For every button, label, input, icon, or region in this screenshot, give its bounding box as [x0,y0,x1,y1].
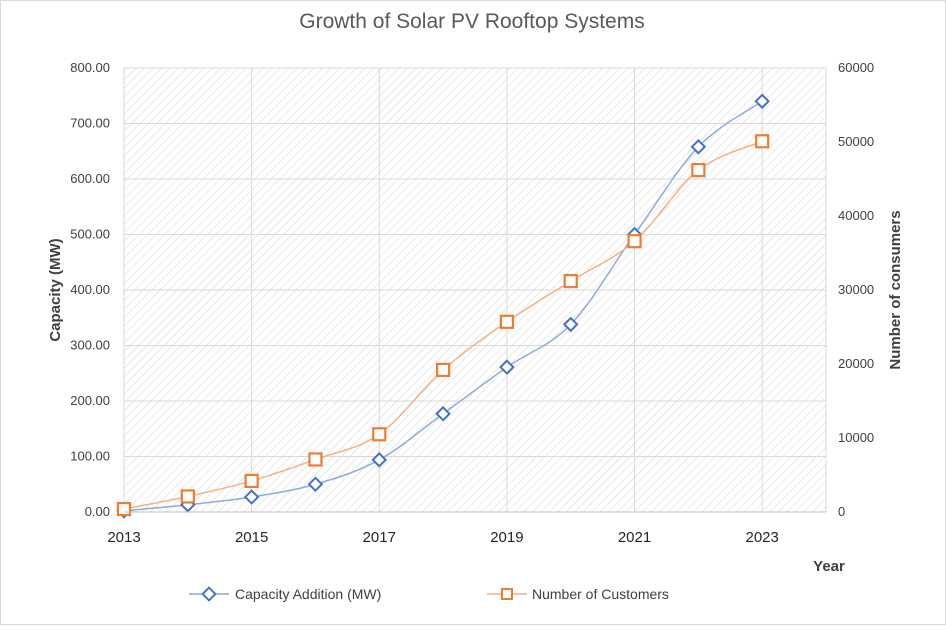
series-layer [116,93,770,519]
x-tick-label: 2019 [490,529,523,546]
data-point-customers [244,473,259,489]
data-point-customers [755,134,770,149]
axes-layer: 0.00 100.00 200.00 300.00 400.00 500.00 600.00… [70,60,874,546]
y-right-tick-label: 30000 [838,282,874,297]
data-point-customers [180,489,195,504]
y-left-tick-label: 400.00 [70,282,110,297]
legend-item-capacity: Capacity Addition (MW) [189,586,381,602]
series-line-0 [123,100,763,512]
data-point-capacity [562,316,579,333]
y-right-tick-label: 50000 [838,134,874,149]
data-point-capacity [307,476,324,493]
legend-item-customers: Number of Customers [487,586,669,602]
data-point-customers [563,274,578,289]
chart-title: Growth of Solar PV Rooftop Systems [299,10,644,33]
x-axis-title: Year [813,558,845,575]
data-point-capacity [499,359,515,375]
x-tick-label: 2017 [363,529,396,546]
y-axis-right-title: Number of consumers [887,210,904,369]
data-point-capacity [243,489,260,505]
y-right-tick-label: 40000 [838,208,874,223]
y-right-tick-label: 60000 [838,60,874,75]
legend-label-customers: Number of Customers [532,586,669,602]
x-tick-label: 2015 [235,529,268,546]
data-point-customers [116,501,132,517]
legend: Capacity Addition (MW) Number of Custome… [189,586,669,602]
y-left-tick-label: 800.00 [70,60,110,75]
data-point-customers [372,427,387,442]
y-right-tick-label: 0 [838,504,845,519]
data-point-capacity [371,452,388,468]
data-point-capacity [754,93,770,110]
y-left-tick-label: 700.00 [70,116,110,131]
data-point-capacity [435,405,451,422]
y-left-tick-label: 500.00 [70,227,110,242]
x-tick-label: 2013 [107,529,140,546]
legend-marker-customers [501,588,513,600]
y-left-tick-label: 300.00 [70,338,110,353]
legend-marker-capacity [201,586,217,602]
data-point-customers [627,234,642,249]
y-axis-left-title: Capacity (MW) [47,238,64,341]
gridlines [123,67,827,513]
data-point-customers [308,452,323,467]
legend-label-capacity: Capacity Addition (MW) [235,586,381,602]
data-point-customers [691,163,706,178]
y-left-tick-label: 200.00 [70,393,110,408]
y-left-tick-label: 0.00 [85,504,110,519]
y-right-tick-label: 20000 [838,356,874,371]
data-point-customers [435,362,451,378]
y-right-tick-label: 10000 [838,430,874,445]
x-tick-label: 2021 [618,529,651,546]
y-left-tick-label: 100.00 [70,449,110,464]
x-tick-label: 2023 [745,529,778,546]
y-left-tick-label: 600.00 [70,171,110,186]
data-point-customers [499,314,515,329]
data-point-capacity [690,139,707,155]
